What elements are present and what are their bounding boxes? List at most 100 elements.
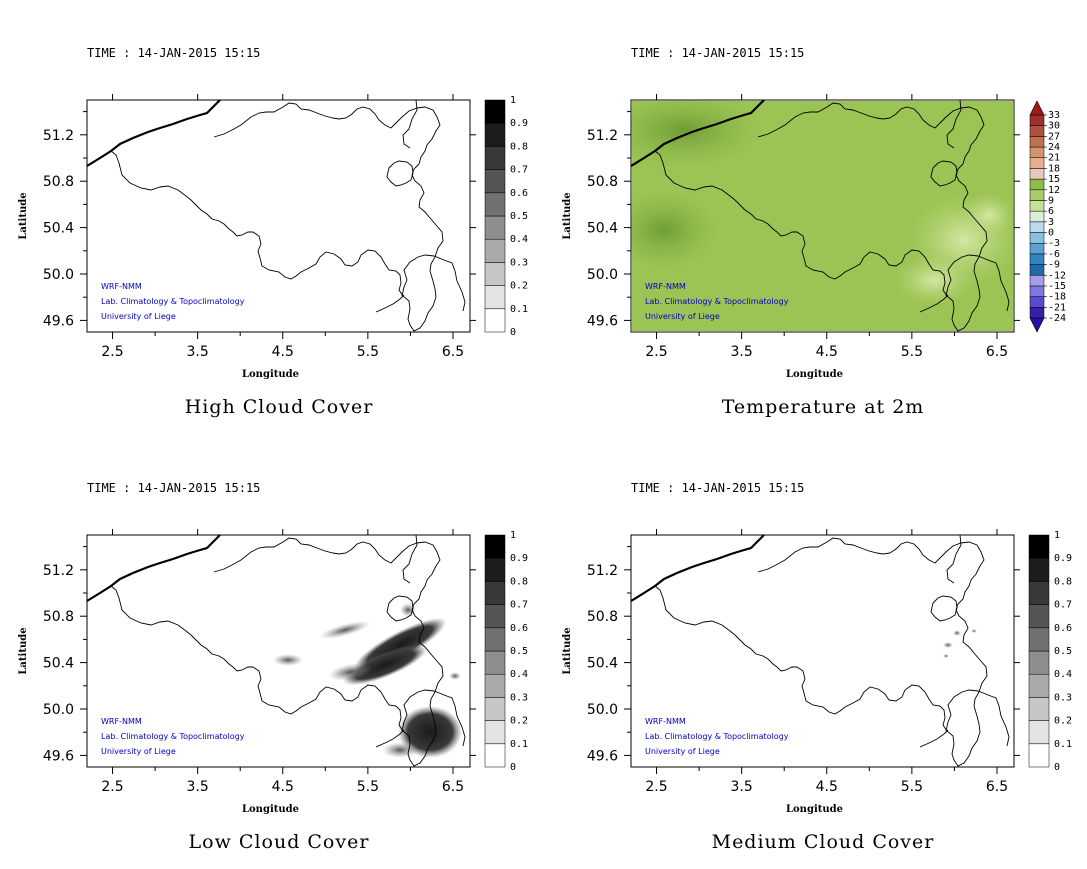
border-netherlands	[946, 535, 962, 584]
colorbar: 1 0.9 0.8 0.7 0.6 0.5 0.4 0.3 0.2 0.1 0	[484, 95, 528, 338]
warm-area	[894, 255, 974, 305]
credit-line: Lab. Climatology & Topoclimatology	[101, 297, 245, 306]
border-luxembourg	[401, 689, 466, 747]
x-tick-label: 6.5	[986, 344, 1008, 360]
border-enclave	[930, 595, 958, 622]
colorbar-label: 1	[1054, 530, 1060, 541]
x-axis-label: Longitude	[786, 804, 843, 815]
colorbar-label: 12	[1048, 185, 1060, 196]
colorbar-box	[484, 99, 506, 124]
colorbar: 1 0.9 0.8 0.7 0.6 0.5 0.4 0.3 0.2 0.1 0	[1028, 530, 1072, 773]
cloud-patch	[449, 672, 461, 680]
colorbar-box	[1028, 743, 1050, 768]
colorbar-box	[484, 308, 506, 333]
colorbar-max-arrow	[1029, 100, 1045, 116]
colorbar-label: 21	[1048, 153, 1060, 164]
colorbar-box	[484, 146, 506, 170]
credit-line: University of Liege	[645, 312, 720, 321]
x-tick-label: 3.5	[731, 344, 753, 360]
field-low	[273, 603, 462, 758]
panel-temperature-2m: TIME : 14-JAN-2015 15:15 2.5 3.5 4.5 5.5 6.5 5…	[562, 46, 1066, 418]
border-luxembourg	[945, 689, 1010, 747]
x-tick-label: 5.5	[901, 344, 923, 360]
x-tick-label: 4.5	[816, 344, 838, 360]
cold-area	[631, 100, 764, 168]
field-medium	[943, 629, 977, 658]
colorbar-label: 24	[1048, 142, 1060, 153]
x-tick-label: 6.5	[442, 779, 464, 795]
colorbar-label: 0.2	[1054, 716, 1072, 727]
border-france	[375, 729, 405, 748]
colorbar-box	[484, 604, 506, 629]
colorbar-label: -15	[1048, 281, 1066, 292]
y-axis-label: Latitude	[562, 192, 573, 239]
x-tick-label: 2.5	[101, 779, 123, 795]
y-tick-label: 50.4	[587, 221, 618, 237]
panel-title: Temperature at 2m	[722, 396, 925, 418]
colorbar-label: 3	[1048, 217, 1054, 228]
border-enclave	[930, 160, 958, 187]
colorbar-box	[1028, 650, 1050, 675]
credit-line: WRF-NMM	[101, 282, 142, 291]
colorbar-box	[484, 262, 506, 286]
cloud-patch	[943, 654, 949, 658]
colorbar-box	[1029, 168, 1045, 180]
colorbar-label: 0.4	[510, 669, 528, 680]
colorbar-box	[484, 673, 506, 698]
x-tick-label: 2.5	[101, 344, 123, 360]
colorbar-label: 0	[510, 762, 516, 773]
cloud-patch	[273, 654, 303, 666]
credit-line: University of Liege	[101, 747, 176, 756]
y-axis-label: Latitude	[562, 627, 573, 674]
y-tick-label: 50.4	[43, 656, 74, 672]
plot-frame	[630, 534, 1015, 768]
colorbar-label: 0.2	[510, 716, 528, 727]
border-france	[375, 294, 405, 313]
y-tick-label: 50.0	[587, 702, 618, 718]
y-tick-label: 49.6	[587, 313, 618, 329]
colorbar-box	[1028, 627, 1050, 652]
y-tick-label: 51.2	[43, 563, 74, 579]
colorbar-box	[484, 650, 506, 675]
colorbar-box	[484, 285, 506, 310]
panel-title: Low Cloud Cover	[189, 831, 370, 853]
colorbar-label: 27	[1048, 131, 1060, 142]
colorbar-box	[484, 581, 506, 605]
plot-area	[87, 100, 466, 332]
colorbar: 33302724211815129630-3-6-9-12-15-18-21-2…	[1029, 100, 1066, 333]
colorbar-box	[1029, 125, 1045, 137]
colorbar-label: 0.2	[510, 281, 528, 292]
colorbar-box	[1028, 673, 1050, 698]
colorbar-label: 0.6	[510, 623, 528, 634]
y-tick-label: 50.8	[587, 174, 618, 190]
colorbar-label: 0.5	[510, 646, 528, 657]
panel-medium-cloud-cover: TIME : 14-JAN-2015 15:15 2.5 3.5 4.5 5.5 6.5 5…	[562, 481, 1072, 853]
colorbar-box	[1029, 136, 1045, 148]
colorbar-box	[1029, 275, 1045, 287]
colorbar-label: 0	[510, 327, 516, 338]
colorbar-box	[1029, 210, 1045, 223]
colorbar-label: 0.9	[510, 118, 528, 129]
x-tick-label: 3.5	[731, 779, 753, 795]
time-label: TIME : 14-JAN-2015 15:15	[631, 481, 804, 495]
country-border	[110, 537, 444, 767]
colorbar-label: 0.3	[510, 692, 528, 703]
colorbar-box	[484, 215, 506, 240]
border-enclave	[386, 595, 414, 622]
colorbar-label: 0.3	[510, 257, 528, 268]
y-tick-label: 49.6	[587, 748, 618, 764]
x-tick-label: 5.5	[357, 344, 379, 360]
country-border	[654, 537, 988, 767]
y-tick-label: 49.6	[43, 313, 74, 329]
colorbar-label: 30	[1048, 121, 1060, 132]
colorbar-box	[1029, 178, 1045, 191]
colorbar-label: 0.8	[1054, 576, 1072, 587]
x-tick-label: 5.5	[357, 779, 379, 795]
colorbar-box	[1028, 557, 1050, 582]
colorbar-label: 0.8	[510, 141, 528, 152]
colorbar-label: 0.3	[1054, 692, 1072, 703]
colorbar-box	[484, 534, 506, 559]
x-axis-label: Longitude	[786, 369, 843, 380]
colorbar-label: 0.6	[1054, 623, 1072, 634]
